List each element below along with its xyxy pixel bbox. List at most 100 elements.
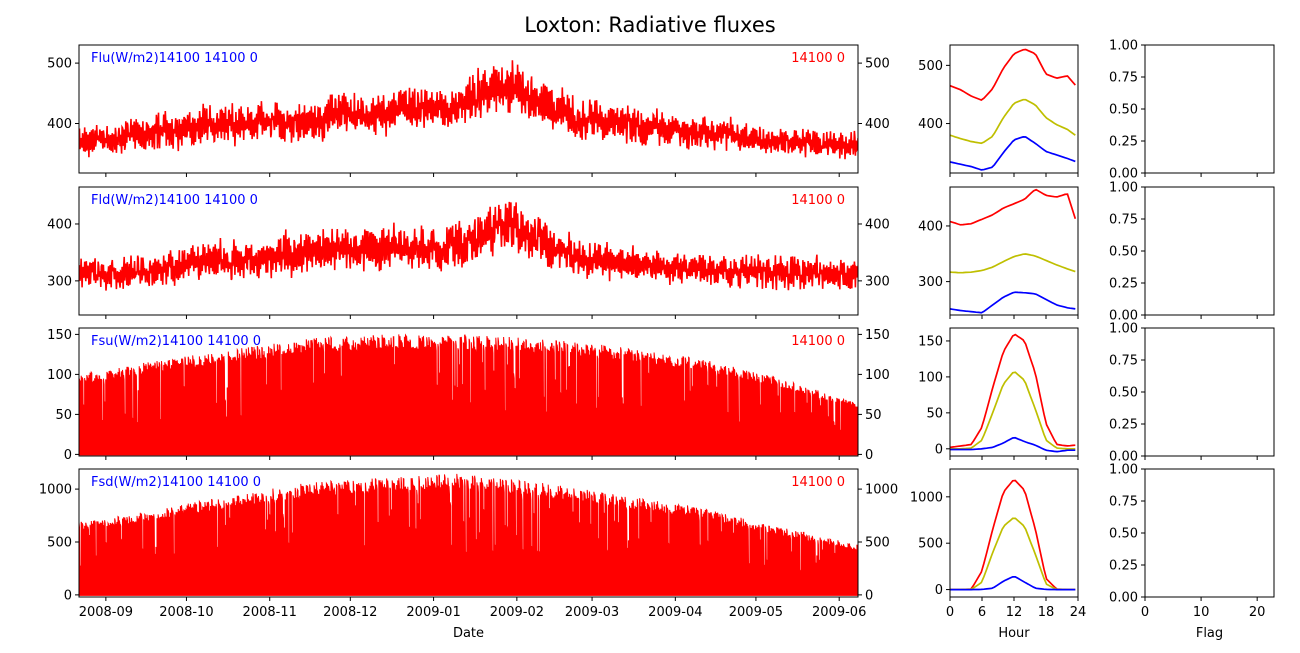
flag-panel-xtick-label: 10 — [1193, 605, 1210, 620]
flag-panel-ytick-label-left: 0.50 — [1109, 245, 1138, 260]
diurnal-panel-ytick-label-left: 1000 — [910, 490, 943, 505]
diurnal-line-mean — [950, 517, 1076, 591]
series-line — [79, 201, 858, 291]
flag-panel-ytick-label-left: 0.00 — [1109, 167, 1138, 182]
diurnal-line-min — [950, 291, 1076, 314]
diurnal-panel-frame — [949, 186, 1079, 316]
time-panel-xtick-label: 2009-04 — [648, 605, 702, 620]
time-panel-fld: Fld(W/m2)14100 14100 0 14100 0 — [79, 193, 858, 291]
diurnal-line-max — [950, 48, 1076, 101]
diurnal-line-mean — [950, 371, 1076, 450]
time-panel-frame — [78, 44, 859, 174]
panel-label-right: 14100 0 — [791, 193, 845, 208]
diurnal-panel-ytick-label-left: 100 — [918, 370, 943, 385]
diurnal-panel-fsu — [950, 333, 1076, 453]
diurnal-panel-frame — [949, 327, 1079, 457]
flag-panel-ytick-label-left: 0.75 — [1109, 213, 1138, 228]
flag-panel-frame — [1144, 186, 1275, 316]
diurnal-panel-xtick-label: 0 — [946, 605, 954, 620]
diurnal-panel-ytick-label-left: 300 — [918, 275, 943, 290]
x-axis-label-flag: Flag — [1196, 626, 1223, 641]
time-panel-xtick-label: 2008-09 — [79, 605, 133, 620]
panel-label-left: Fld(W/m2)14100 14100 0 — [91, 193, 258, 208]
time-panel-ytick-label-left: 100 — [47, 368, 72, 383]
diurnal-panel-ytick-label-left: 0 — [935, 583, 943, 598]
time-panel-ytick-label-right: 500 — [865, 535, 890, 550]
flag-panel-ytick-label-left: 1.00 — [1109, 39, 1138, 54]
flag-panel-ytick-label-left: 0.75 — [1109, 71, 1138, 86]
flag-panel-frame — [1144, 44, 1275, 174]
diurnal-panel-ytick-label-left: 150 — [918, 334, 943, 349]
time-panel-xtick-label: 2009-03 — [565, 605, 619, 620]
time-panel-ytick-label-left: 500 — [47, 535, 72, 550]
series-line — [79, 60, 858, 160]
time-panel-ytick-label-left: 0 — [64, 588, 72, 603]
time-panel-xtick-label: 2009-02 — [490, 605, 544, 620]
flag-panel-ytick-label-left: 1.00 — [1109, 322, 1138, 337]
time-panel-ytick-label-right: 500 — [865, 57, 890, 72]
time-panel-frame — [78, 468, 859, 598]
diurnal-panel-ytick-label-left: 400 — [918, 117, 943, 132]
diurnal-panel-ytick-label-left: 500 — [918, 59, 943, 74]
diurnal-panel-fld — [950, 188, 1077, 314]
flag-panel-xtick-label: 0 — [1141, 605, 1149, 620]
flag-panel-ytick-label-left: 0.00 — [1109, 309, 1138, 324]
flag-panel-frame — [1144, 327, 1275, 457]
time-panel-ytick-label-right: 300 — [865, 274, 890, 289]
time-panel-ytick-label-right: 100 — [865, 368, 890, 383]
time-panel-fsu: Fsu(W/m2)14100 14100 0 14100 0 — [79, 333, 858, 456]
time-panel-ytick-label-right: 400 — [865, 117, 890, 132]
flag-panel-ytick-label-left: 0.25 — [1109, 135, 1138, 150]
flag-panel-ytick-label-left: 0.50 — [1109, 103, 1138, 118]
diurnal-panel-xtick-label: 24 — [1070, 605, 1087, 620]
diurnal-panel-frame — [949, 44, 1079, 174]
time-panel-xtick-label: 2009-06 — [812, 605, 866, 620]
time-panel-xtick-label: 2008-12 — [323, 605, 377, 620]
diurnal-line-min — [950, 136, 1076, 171]
time-panel-ytick-label-left: 150 — [47, 328, 72, 343]
flag-panel-ytick-label-left: 0.50 — [1109, 527, 1138, 542]
time-panel-fsd: Fsd(W/m2)14100 14100 0 14100 0 — [79, 473, 858, 596]
x-axis-label-hour: Hour — [998, 626, 1030, 641]
diurnal-panel-ytick-label-left: 400 — [918, 219, 943, 234]
diurnal-line-min — [950, 575, 1076, 591]
time-panel-ytick-label-left: 400 — [47, 217, 72, 232]
flag-panel-frame — [1144, 468, 1275, 598]
panel-label-left: Fsu(W/m2)14100 14100 0 — [91, 334, 261, 349]
figure-title: Loxton: Radiative fluxes — [524, 13, 775, 37]
time-panel-ytick-label-right: 50 — [865, 408, 882, 423]
diurnal-line-min — [950, 436, 1076, 453]
time-panel-ytick-label-left: 50 — [55, 408, 72, 423]
diurnal-line-mean — [950, 253, 1076, 274]
time-panel-xtick-label: 2009-01 — [406, 605, 460, 620]
time-panel-ytick-label-right: 1000 — [865, 483, 898, 498]
time-panel-ytick-label-left: 500 — [47, 57, 72, 72]
time-panel-frame — [78, 327, 859, 457]
flag-panel-ytick-label-left: 0.75 — [1109, 495, 1138, 510]
flag-panel-ytick-label-left: 0.25 — [1109, 418, 1138, 433]
time-panel-xtick-label: 2008-10 — [159, 605, 213, 620]
series-area — [79, 333, 858, 455]
time-panel-ytick-label-right: 0 — [865, 588, 873, 603]
time-panel-ytick-label-right: 400 — [865, 217, 890, 232]
x-axis-label-date: Date — [453, 626, 484, 641]
series-area — [79, 473, 858, 596]
time-panel-ytick-label-left: 1000 — [39, 483, 72, 498]
panel-label-right: 14100 0 — [791, 334, 845, 349]
time-panel-xtick-label: 2008-11 — [243, 605, 297, 620]
diurnal-line-mean — [950, 98, 1076, 145]
diurnal-line-max — [950, 188, 1077, 226]
time-panel-ytick-label-left: 0 — [64, 448, 72, 463]
flag-panel-ytick-label-left: 1.00 — [1109, 181, 1138, 196]
diurnal-panel-fsd — [950, 479, 1076, 591]
diurnal-panel-xtick-label: 18 — [1038, 605, 1055, 620]
time-panel-xtick-label: 2009-05 — [729, 605, 783, 620]
panel-label-left: Flu(W/m2)14100 14100 0 — [91, 51, 258, 66]
diurnal-panel-flu — [950, 48, 1076, 171]
time-panel-ytick-label-left: 300 — [47, 274, 72, 289]
diurnal-panel-xtick-label: 12 — [1006, 605, 1023, 620]
flag-panel-ytick-label-left: 0.00 — [1109, 591, 1138, 606]
